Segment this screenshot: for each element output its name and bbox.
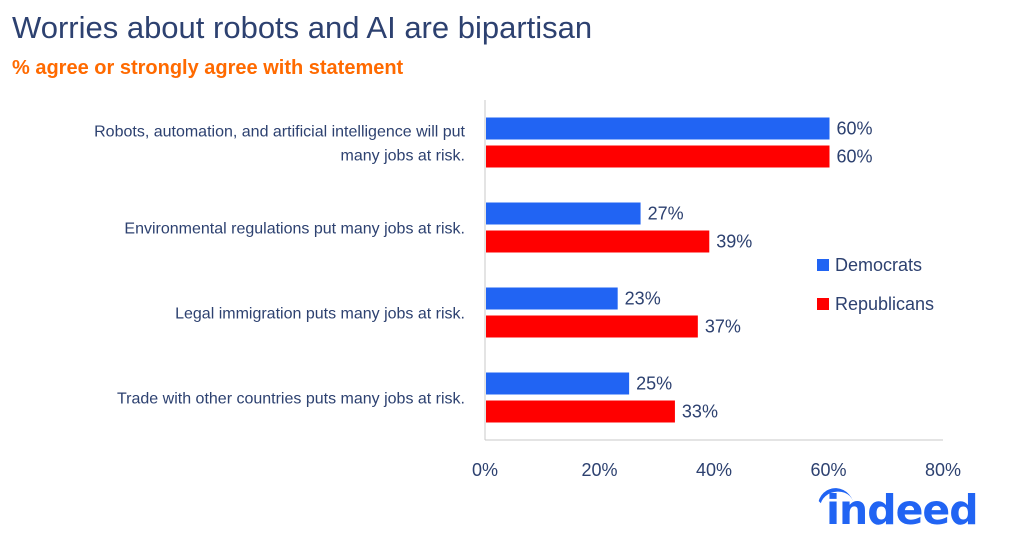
bar-republicans <box>486 315 698 338</box>
legend-label: Democrats <box>835 255 922 275</box>
x-tick-label: 80% <box>925 460 961 480</box>
bar-republicans <box>486 230 710 253</box>
chart-subtitle: % agree or strongly agree with statement <box>12 57 404 79</box>
bar-democrats <box>486 202 641 225</box>
bar-democrats <box>486 372 630 395</box>
chart-title: Worries about robots and AI are bipartis… <box>12 10 593 45</box>
category-label: many jobs at risk. <box>341 148 465 165</box>
data-label: 25% <box>636 374 672 394</box>
indeed-logo: indeed <box>826 486 979 534</box>
legend-swatch-republicans <box>817 298 829 310</box>
data-label: 33% <box>682 402 718 422</box>
legend-label: Republicans <box>835 294 934 314</box>
legend-swatch-democrats <box>817 259 829 271</box>
data-label: 39% <box>716 232 752 252</box>
x-tick-label: 40% <box>696 460 732 480</box>
data-label: 60% <box>837 147 873 167</box>
bar-democrats <box>486 117 830 140</box>
data-label: 60% <box>837 119 873 139</box>
category-label: Robots, automation, and artificial intel… <box>94 124 465 141</box>
data-label: 27% <box>648 204 684 224</box>
x-tick-label: 0% <box>472 460 498 480</box>
category-label: Trade with other countries puts many job… <box>117 391 465 408</box>
bar-republicans <box>486 145 830 168</box>
category-label: Environmental regulations put many jobs … <box>124 221 465 238</box>
x-tick-label: 60% <box>810 460 846 480</box>
category-label: Legal immigration puts many jobs at risk… <box>175 306 465 323</box>
data-label: 23% <box>625 289 661 309</box>
data-label: 37% <box>705 317 741 337</box>
bar-republicans <box>486 400 675 423</box>
bar-democrats <box>486 287 618 310</box>
x-tick-label: 20% <box>581 460 617 480</box>
